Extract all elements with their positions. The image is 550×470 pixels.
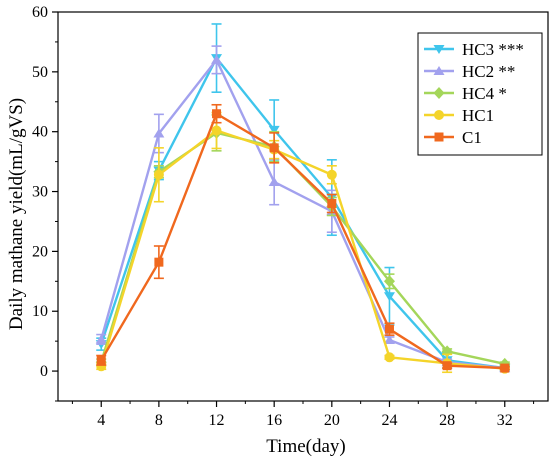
legend-marker: [433, 45, 445, 54]
x-tick-label: 16: [266, 412, 282, 429]
data-point: [95, 334, 107, 344]
data-point: [212, 109, 222, 119]
y-tick-label: 60: [32, 4, 48, 21]
legend: HC3 *** HC2 ** HC4 * HC1 C1: [417, 32, 543, 156]
y-tick-label: 50: [32, 64, 48, 81]
data-point: [500, 363, 510, 373]
x-tick-label: 20: [324, 412, 340, 429]
series-line: [100, 129, 505, 370]
x-tick-label: 4: [97, 412, 105, 429]
series-group: [95, 23, 511, 374]
series-line: [100, 112, 505, 370]
data-point: [153, 169, 164, 180]
y-axis-title: Daily mathane yield(mL/gVS): [6, 98, 27, 330]
x-axis-title: Time(day): [266, 436, 346, 457]
x-tick-label: 12: [209, 412, 225, 429]
legend-label: HC4 *: [462, 84, 507, 103]
y-tick-label: 0: [40, 363, 48, 380]
data-point: [268, 125, 280, 135]
data-point: [153, 128, 165, 138]
legend-label: HC2 **: [462, 62, 515, 81]
data-point: [384, 324, 394, 334]
data-point: [211, 54, 223, 64]
y-tick-label: 20: [32, 243, 48, 260]
y-tick-label: 30: [32, 184, 48, 201]
data-point: [269, 143, 279, 153]
legend-marker: [434, 110, 444, 120]
x-tick-label: 24: [381, 412, 397, 429]
data-point: [383, 292, 395, 302]
y-tick-label: 10: [32, 303, 48, 320]
series-line: [100, 56, 505, 370]
x-tick-label: 8: [155, 412, 163, 429]
x-tick-label: 32: [497, 412, 513, 429]
data-point: [384, 352, 395, 363]
legend-marker: [434, 132, 444, 142]
data-point: [268, 176, 280, 186]
legend-label: HC1: [462, 106, 494, 125]
data-point: [326, 169, 337, 180]
data-point: [383, 334, 395, 344]
data-point: [327, 199, 337, 209]
data-point: [96, 355, 106, 365]
legend-label: C1: [462, 128, 482, 147]
legend-marker: [433, 87, 445, 99]
data-point: [442, 361, 452, 371]
x-tick-label: 28: [439, 412, 455, 429]
legend-label: HC3 ***: [462, 40, 524, 59]
axis-ticks: 4 8 12 16 20 24 28 32 0 10 20 30 40 50 60: [32, 4, 535, 429]
data-point: [383, 275, 395, 288]
data-point: [154, 257, 164, 267]
series-5: [96, 103, 510, 373]
y-tick-label: 40: [32, 124, 48, 141]
legend-marker: [433, 66, 445, 75]
data-point: [211, 125, 222, 136]
